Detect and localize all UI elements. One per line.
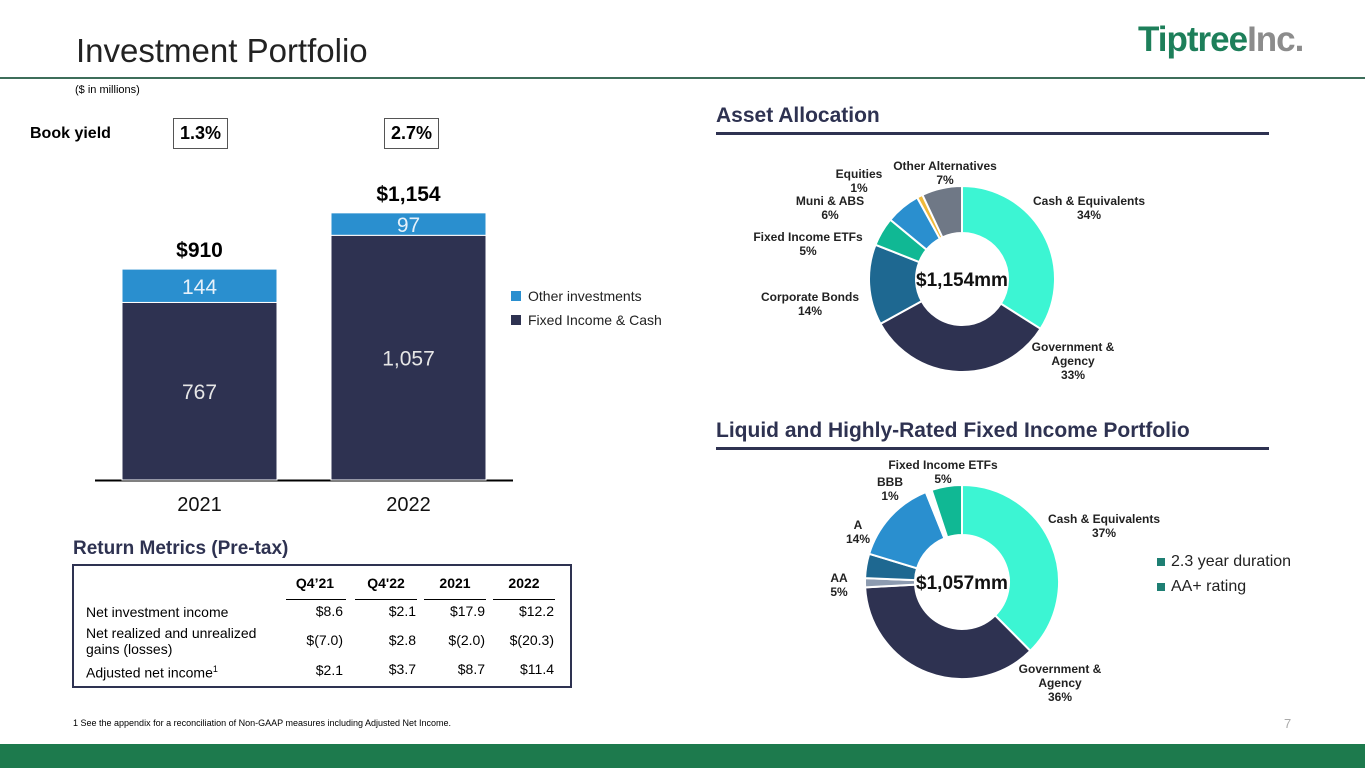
book-yield-2021: 1.3%: [173, 118, 229, 149]
note-bullet-duration: [1157, 558, 1165, 566]
row-label-text: Adjusted net income: [86, 664, 213, 681]
col-header-2022: 2022: [508, 575, 540, 591]
slice-label: Muni & ABS 6%: [796, 194, 864, 222]
slice-label: Cash & Equivalents 37%: [1048, 512, 1160, 540]
x-tick-label: 2021: [177, 494, 222, 516]
footnote: 1 See the appendix for a reconciliation …: [73, 718, 452, 728]
slice-label: Corporate Bonds 14%: [761, 290, 859, 318]
col-underline: [286, 599, 346, 600]
legend-swatch-fixed: [511, 315, 521, 325]
logo-brand: Tiptree: [1138, 20, 1248, 59]
note-bullet-rating: [1157, 583, 1165, 591]
bar-total-label: $1,154: [376, 183, 441, 206]
return-metrics-heading: Return Metrics (Pre-tax): [73, 538, 289, 559]
row-label-adjusted-net-income: Adjusted net income1: [86, 661, 218, 681]
table-cell: $11.4: [520, 661, 554, 677]
donut-slice-government-agency: [879, 299, 1042, 373]
table-cell: $8.7: [457, 661, 485, 677]
donut-slice-cash-equivalents: [961, 184, 1056, 331]
return-metrics-table: [72, 564, 572, 688]
col-header-q4-22: Q4'22: [367, 575, 405, 591]
asset-allocation-heading: Asset Allocation: [716, 104, 880, 127]
donut-slice-cash-equivalents: [961, 483, 1060, 653]
donut-center-label: $1,154mm: [916, 270, 1008, 291]
col-header-2021: 2021: [439, 575, 471, 591]
table-cell: $3.7: [388, 661, 416, 677]
bar-value-label: 144: [182, 276, 217, 299]
units-note: ($ in millions): [75, 84, 140, 96]
company-logo: TiptreeInc.: [1138, 20, 1304, 60]
donut-center-label: $1,057mm: [916, 573, 1008, 594]
table-cell: $(7.0): [306, 632, 343, 648]
x-tick-label: 2022: [386, 494, 431, 516]
slice-label: Equities 1%: [836, 167, 883, 195]
col-underline: [493, 599, 555, 600]
bar-fixed-income-2022: [330, 234, 487, 481]
col-underline: [424, 599, 486, 600]
legend-swatch-other: [511, 291, 521, 301]
fixed-income-donut: $1,057mm Cash & Equivalents 37% Government …: [830, 458, 1160, 704]
asset-allocation-rule: [716, 132, 1269, 135]
table-cell: $2.1: [315, 662, 343, 678]
bar-value-label: 97: [397, 214, 420, 237]
note-rating: AA+ rating: [1171, 578, 1247, 595]
donut-slice-government-agency: [864, 583, 1032, 680]
table-cell: $(20.3): [509, 632, 554, 648]
table-cell: $8.6: [315, 603, 343, 619]
donut-slice-fixed-income-etfs: [930, 483, 963, 539]
legend-other-investments: Other investments: [528, 288, 642, 304]
fixed-income-rule: [716, 447, 1269, 450]
footer-bar: [0, 744, 1365, 768]
logo-suffix: Inc.: [1247, 20, 1304, 59]
table-cell: $2.1: [388, 603, 416, 619]
row-label-net-investment-income: Net investment income: [86, 604, 229, 620]
table-cell: $2.8: [388, 632, 416, 648]
book-yield-2022: 2.7%: [384, 118, 440, 149]
row-label-net-realized-gains: Net realized and unrealized gains (losse…: [86, 625, 257, 657]
slice-label: Fixed Income ETFs 5%: [753, 230, 863, 258]
slice-label: Fixed Income ETFs 5%: [888, 458, 998, 486]
slice-label: Other Alternatives 7%: [893, 159, 997, 187]
bar-total-label: $910: [176, 239, 223, 262]
table-cell: $17.9: [449, 603, 485, 619]
page-number: 7: [1284, 716, 1292, 731]
col-header-q4-21: Q4’21: [295, 575, 335, 591]
bar-fixed-income-2021: [121, 301, 278, 481]
slice-label: BBB 1%: [877, 475, 903, 503]
donut-slice-other-alternatives: [921, 184, 963, 239]
footnote-marker: 1: [212, 664, 218, 674]
bar-value-label: 767: [182, 381, 217, 404]
slice-label: A 14%: [846, 518, 870, 546]
col-underline: [355, 599, 417, 600]
slice-label: Government & Agency 33%: [1032, 340, 1115, 382]
slice-label: Government & Agency 36%: [1019, 662, 1102, 704]
fixed-income-heading: Liquid and Highly-Rated Fixed Income Por…: [716, 419, 1190, 442]
slice-label: Cash & Equivalents 34%: [1033, 194, 1145, 222]
table-cell: $(2.0): [448, 632, 485, 648]
bar-other-2022: [330, 212, 487, 236]
slice-label: AA 5%: [830, 571, 848, 599]
legend-fixed-income-cash: Fixed Income & Cash: [528, 312, 662, 328]
title-divider: [0, 77, 1365, 79]
bar-value-label: 1,057: [382, 348, 435, 371]
portfolio-bar-chart: 767 144 $910 2021 1,057 97 $1,154 2022: [95, 183, 513, 516]
book-yield-label: Book yield: [30, 125, 111, 142]
asset-allocation-donut: $1,154mm Cash & Equivalents 34% Government …: [753, 159, 1145, 382]
page-title: Investment Portfolio: [76, 32, 368, 69]
bar-other-2021: [121, 268, 278, 303]
table-cell: $12.2: [518, 603, 554, 619]
note-duration: 2.3 year duration: [1171, 553, 1292, 570]
